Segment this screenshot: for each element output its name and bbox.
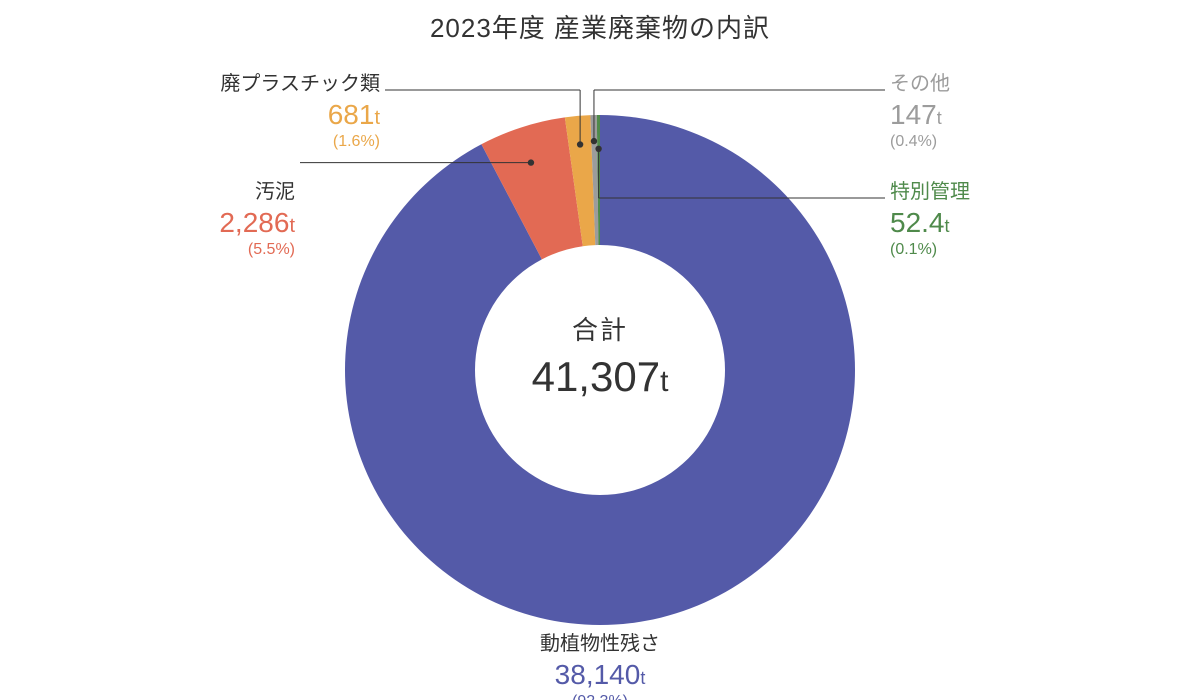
segment-name: 廃プラスチック類	[140, 72, 380, 97]
segment-value: 147t	[890, 97, 1110, 132]
segment-label-residue: 動植物性残さ 38,140t (92.3%)	[450, 632, 750, 700]
center-total-label: 合計 41,307t	[480, 310, 720, 401]
center-total-unit: t	[660, 365, 668, 398]
segment-value: 38,140t	[450, 657, 750, 692]
segment-name: 動植物性残さ	[450, 632, 750, 657]
segment-percent: (5.5%)	[75, 240, 295, 260]
segment-name: その他	[890, 72, 1110, 97]
segment-label-plastic: 廃プラスチック類 681t (1.6%)	[140, 72, 380, 152]
segment-percent: (1.6%)	[140, 132, 380, 152]
segment-percent: (92.3%)	[450, 692, 750, 700]
segment-percent: (0.1%)	[890, 240, 1110, 260]
segment-label-other: その他 147t (0.4%)	[890, 72, 1110, 152]
center-total-caption: 合計	[480, 310, 720, 347]
center-total-value: 41,307t	[480, 353, 720, 401]
segment-value: 52.4t	[890, 205, 1110, 240]
segment-label-special: 特別管理 52.4t (0.1%)	[890, 180, 1110, 260]
segment-name: 汚泥	[75, 180, 295, 205]
segment-value: 681t	[140, 97, 380, 132]
segment-name: 特別管理	[890, 180, 1110, 205]
segment-value: 2,286t	[75, 205, 295, 240]
center-total-number: 41,307	[532, 353, 660, 400]
segment-label-sludge: 汚泥 2,286t (5.5%)	[75, 180, 295, 260]
segment-percent: (0.4%)	[890, 132, 1110, 152]
